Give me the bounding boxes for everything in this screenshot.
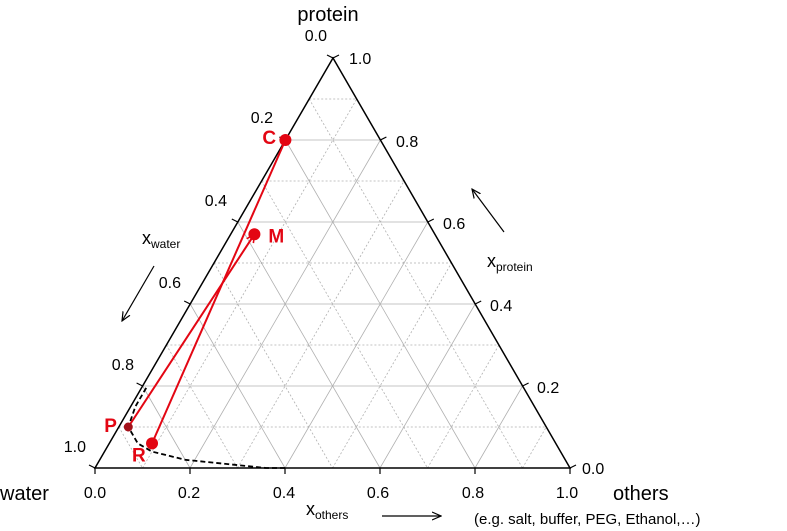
- tick-right-4: [380, 136, 387, 141]
- tick-right-5: [332, 54, 340, 59]
- protein-direction-arrow: [472, 189, 505, 233]
- composition-points: C M PR: [104, 128, 292, 466]
- right-tick-3: 0.6: [443, 216, 465, 233]
- point-p: [123, 422, 133, 432]
- bottom-tick-labels: 0.0 0.2 0.4 0.6 0.8 1.0: [84, 485, 578, 502]
- grid-line-others-8: [474, 385, 523, 469]
- tick-right-1: [522, 382, 529, 387]
- grid-line-others-3: [237, 180, 405, 469]
- grid-lines: [118, 98, 547, 469]
- tick-left-5: [326, 54, 334, 59]
- vertex-others-label: others: [613, 483, 669, 505]
- tick-marks: [88, 54, 577, 474]
- right-tick-0: 0.0: [582, 461, 604, 478]
- grid-line-water-5: [213, 262, 333, 469]
- grid-line-water-8: [142, 385, 191, 469]
- grid-line-others-5: [332, 262, 452, 469]
- point-r-label: R: [132, 445, 146, 466]
- grid-line-water-7: [166, 344, 238, 469]
- tie-lines: [127, 139, 287, 444]
- bottom-tick-5: 1.0: [556, 485, 578, 502]
- right-tick-1: 0.2: [537, 380, 559, 397]
- vertex-protein-label: protein: [297, 4, 358, 26]
- grid-line-water-1: [308, 98, 523, 469]
- binodal-curve: [127, 385, 285, 469]
- tick-right-3: [427, 218, 435, 223]
- right-tick-labels: 0.0 0.2 0.4 0.6 0.8 1.0: [349, 51, 604, 478]
- grid-line-others-1: [142, 98, 358, 469]
- left-tick-4: 0.8: [112, 357, 134, 374]
- bottom-tick-1: 0.2: [178, 485, 200, 502]
- tick-left-3: [231, 218, 239, 223]
- water-direction-arrow: [122, 265, 155, 321]
- tick-right-0: [569, 464, 577, 469]
- bottom-tick-3: 0.6: [367, 485, 389, 502]
- bottom-tick-4: 0.8: [462, 485, 484, 502]
- tie-line-p-m: [127, 234, 254, 428]
- bottom-tick-2: 0.4: [273, 485, 295, 502]
- tick-right-2: [474, 300, 482, 305]
- tick-left-0: [88, 464, 96, 469]
- left-tick-2: 0.4: [205, 193, 227, 210]
- grid-line-others-9: [522, 426, 547, 469]
- grid-line-others-6: [379, 303, 476, 469]
- right-tick-4: 0.8: [396, 134, 418, 151]
- point-p-label: P: [104, 416, 117, 437]
- tick-left-1: [136, 382, 143, 387]
- grid-line-water-4: [237, 221, 381, 469]
- grid-line-water-3: [261, 180, 428, 469]
- point-m-label: M: [268, 226, 284, 247]
- left-tick-1: 0.2: [251, 110, 273, 127]
- point-c: [279, 134, 292, 146]
- point-m: [248, 228, 261, 241]
- right-tick-5: 1.0: [349, 51, 371, 68]
- tie-line-c-r: [151, 139, 287, 444]
- binodal-curve-path: [127, 385, 285, 469]
- triangle-frame: [93, 56, 572, 469]
- left-tick-3: 0.6: [159, 275, 181, 292]
- grid-line-water-6: [189, 303, 286, 469]
- right-tick-2: 0.4: [490, 298, 512, 315]
- vertex-others-note: (e.g. salt, buffer, PEG, Ethanol,…): [474, 511, 701, 528]
- left-tick-0: 0.0: [305, 28, 327, 45]
- left-tick-5: 1.0: [64, 439, 86, 456]
- grid-line-others-7: [427, 344, 500, 469]
- bottom-tick-0: 0.0: [84, 485, 106, 502]
- tick-left-2: [183, 300, 191, 305]
- point-r: [146, 437, 159, 450]
- vertex-water-label: water: [0, 483, 49, 505]
- axis-protein-label: xprotein: [487, 251, 533, 274]
- point-c-label: C: [262, 128, 276, 149]
- axis-water-label: xwater: [142, 228, 180, 251]
- left-tick-labels: 0.0 0.2 0.4 0.6 0.8 1.0: [64, 28, 327, 456]
- axis-others-label: xothers: [306, 499, 348, 522]
